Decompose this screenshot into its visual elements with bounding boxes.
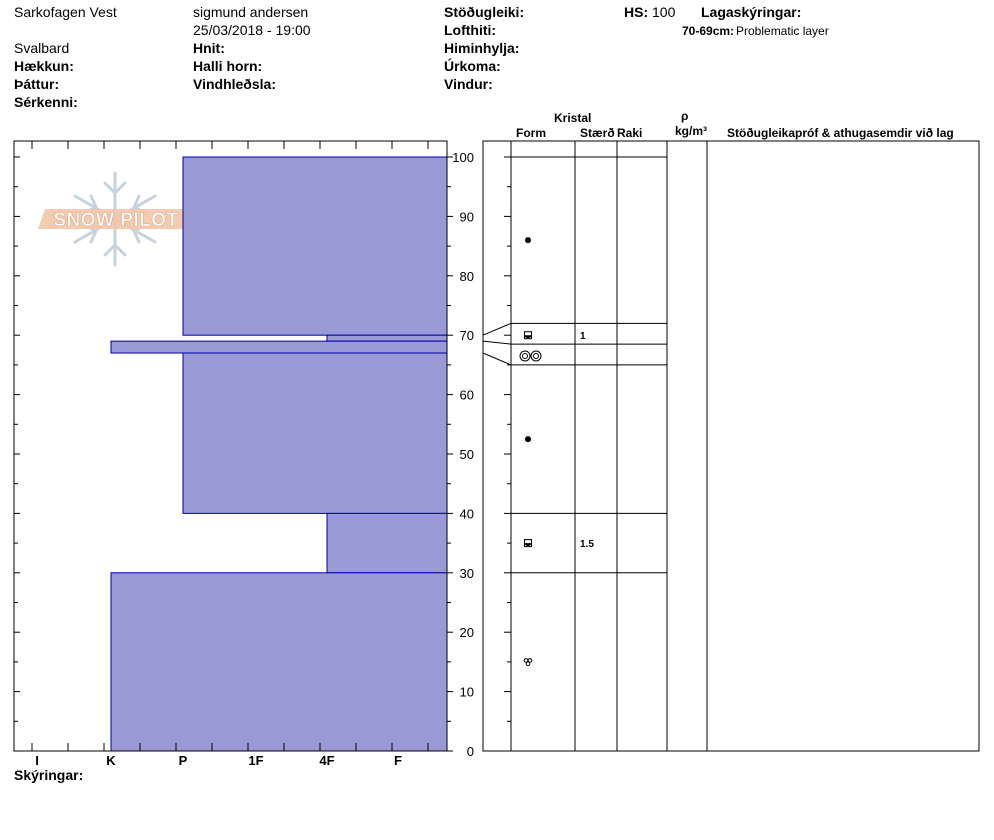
boundary-connector [482, 322, 512, 336]
hardness-plot-frame [13, 140, 448, 752]
tests-header: Stöðugleikapróf & athugasemdir við lag [727, 126, 954, 140]
y-tick-label: 60 [460, 388, 474, 403]
faceted-rounded-icon [524, 539, 532, 548]
hardness-label: 1F [248, 753, 263, 768]
hs-label: HS: [624, 4, 649, 20]
y-tick-label: 80 [460, 269, 474, 284]
boundary-connector [482, 352, 512, 366]
melt-forms-icon [519, 350, 542, 362]
y-tick-label: 0 [467, 744, 474, 759]
layer-note-text: Problematic layer [736, 24, 829, 38]
form-header: Form [516, 126, 546, 140]
melt-ring-inner [522, 352, 528, 359]
wind-label: Vindur: [444, 76, 493, 92]
logo-banner [38, 209, 195, 229]
y-tick-label: 10 [460, 685, 474, 700]
crystal-size-label: 1.5 [580, 539, 594, 550]
y-tick-label: 50 [460, 447, 474, 462]
layer-notes-title: Lagaskýringar: [701, 4, 802, 20]
hardness-label: K [106, 753, 116, 768]
hoar-lobe [525, 661, 531, 667]
slope-angle-label: Halli horn: [193, 58, 263, 74]
observer-name: sigmund andersen [193, 4, 309, 20]
elevation-label: Hækkun: [14, 58, 74, 74]
layer-note-depth: 70-69cm: [682, 24, 735, 38]
y-tick-label: 100 [452, 150, 474, 165]
density-unit-header: kg/m³ [675, 124, 708, 138]
melt-ring-inner [533, 352, 539, 359]
rho-header: ρ [681, 109, 689, 123]
rounded-grain-icon [525, 436, 531, 443]
air-temp-label: Lofthiti: [444, 22, 497, 38]
location-name: Sarkofagen Vest [14, 4, 117, 20]
observation-datetime: 25/03/2018 - 19:00 [193, 22, 311, 38]
hardness-label: F [394, 753, 402, 768]
hoar-lobe [527, 658, 533, 663]
facet-fill [524, 335, 532, 339]
size-header: Stærð [580, 126, 615, 140]
crystal-table-frame [482, 140, 980, 752]
faceted-rounded-icon [524, 331, 532, 340]
y-tick-label: 90 [460, 209, 474, 224]
region-name: Svalbard [14, 40, 70, 56]
y-tick-label: 20 [460, 625, 474, 640]
hardness-layer-bar [326, 512, 448, 574]
hardness-label: 4F [319, 753, 334, 768]
hardness-layer-bar [110, 572, 448, 752]
hardness-layer-bar [182, 156, 448, 336]
hardness-label: P [179, 753, 188, 768]
hardness-layer-bar [326, 334, 448, 342]
moisture-header: Raki [617, 126, 643, 140]
hardness-layer-bar [110, 340, 448, 354]
sky-cover-label: Himinhylja: [444, 40, 520, 56]
depth-hoar-icon [523, 658, 533, 667]
kristal-header: Kristal [554, 111, 592, 125]
y-tick-label: 30 [460, 566, 474, 581]
legend-label: Skýringar: [14, 767, 84, 783]
logo-text: SNOW PILOT [53, 210, 178, 231]
aspect-label: Þáttur: [14, 76, 60, 92]
facet-fill [524, 543, 532, 547]
hardness-label: I [35, 753, 39, 768]
y-tick-label: 70 [460, 328, 474, 343]
boundary-connector [482, 340, 512, 345]
snowpilot-logo: SNOW PILOT [38, 171, 195, 267]
stability-label: Stöðugleiki: [444, 4, 525, 20]
coordinates-label: Hnit: [193, 40, 225, 56]
precipitation-label: Úrkoma: [444, 58, 501, 74]
melt-ring-outer [519, 350, 531, 362]
hs-value: 100 [652, 4, 676, 20]
crystal-size-label: 1 [580, 331, 586, 342]
features-label: Sérkenni: [14, 94, 78, 110]
hardness-layer-bar [182, 352, 448, 514]
wind-loading-label: Vindhleðsla: [193, 76, 276, 92]
rounded-grain-icon [525, 237, 531, 244]
y-tick-label: 40 [460, 506, 474, 521]
melt-ring-outer [530, 350, 542, 362]
